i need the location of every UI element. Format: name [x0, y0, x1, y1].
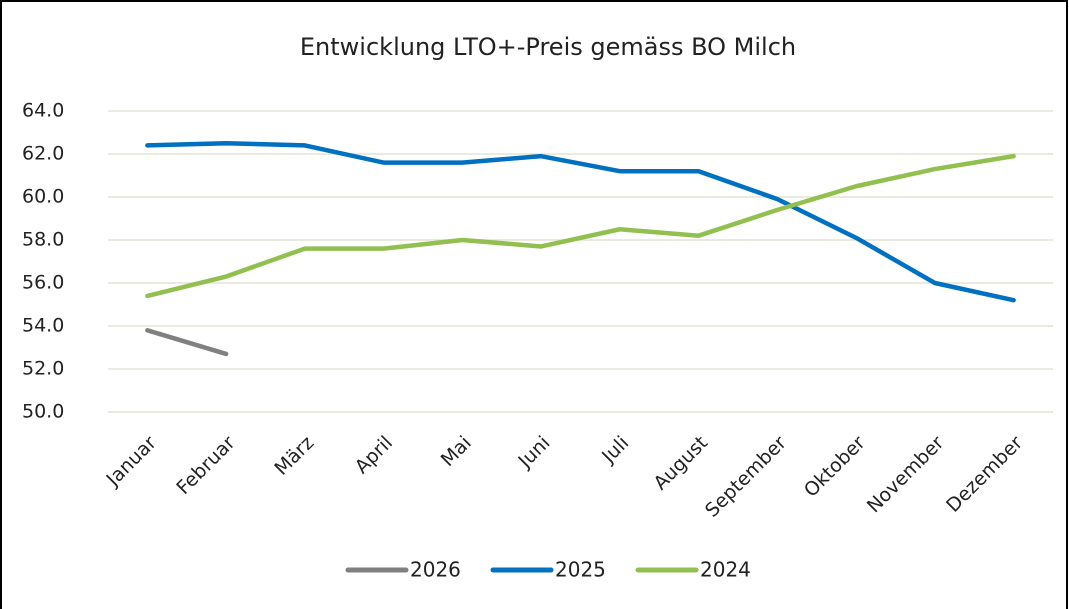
y-tick-label: 58.0: [22, 229, 64, 251]
y-tick-label: 60.0: [22, 186, 64, 208]
chart-title: Entwicklung LTO+-Preis gemäss BO Milch: [300, 33, 796, 61]
legend-label: 2026: [410, 558, 461, 582]
legend-label: 2024: [700, 558, 751, 582]
series-line: [145, 153, 1016, 299]
series-line: [145, 141, 1016, 303]
y-tick-label: 50.0: [22, 401, 64, 423]
y-tick-label: 54.0: [22, 315, 64, 337]
y-tick-label: 64.0: [22, 100, 64, 122]
y-tick-label: 52.0: [22, 358, 64, 380]
legend-label: 2025: [555, 558, 606, 582]
y-tick-label: 62.0: [22, 143, 64, 165]
series-line: [145, 328, 229, 357]
y-tick-label: 56.0: [22, 272, 64, 294]
